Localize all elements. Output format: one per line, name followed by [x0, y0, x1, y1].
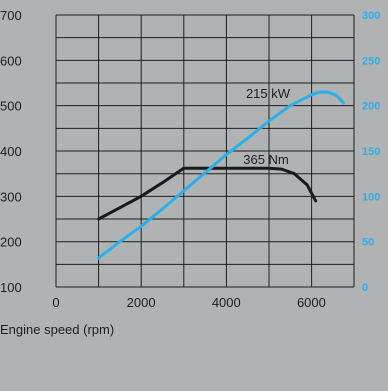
y-left-tick-label: 500 — [0, 99, 22, 114]
torque-line — [97, 166, 318, 221]
power-label: 215 kW — [246, 86, 291, 101]
torque-label: 365 Nm — [243, 152, 289, 167]
y-right-tick-label: 150 — [362, 146, 380, 158]
left-axis-ticks: 100 200 300 400 500 600 700 — [0, 8, 22, 295]
y-right-tick-label: 50 — [362, 237, 374, 249]
y-left-tick-label: 300 — [0, 189, 22, 204]
y-left-tick-label: 400 — [0, 144, 22, 159]
y-left-tick-label: 200 — [0, 235, 22, 250]
series-labels: 365 Nm 215 kW — [243, 86, 291, 167]
right-axis-ticks: 0 50 100 150 200 250 300 — [362, 10, 380, 294]
y-left-tick-label: 100 — [0, 280, 22, 295]
x-tick-label: 0 — [52, 295, 59, 310]
x-tick-label: 4000 — [212, 295, 241, 310]
x-axis-ticks: 0 2000 4000 6000 — [52, 295, 326, 310]
y-right-tick-label: 0 — [362, 282, 368, 294]
x-tick-label: 2000 — [127, 295, 156, 310]
grid — [55, 14, 355, 288]
x-axis-label: Engine speed (rpm) — [0, 322, 114, 337]
y-left-tick-label: 600 — [0, 53, 22, 68]
y-left-tick-label: 700 — [0, 8, 22, 23]
y-right-tick-label: 200 — [362, 101, 380, 113]
y-right-tick-label: 300 — [362, 10, 380, 22]
x-tick-label: 6000 — [297, 295, 326, 310]
series-lines — [97, 90, 345, 260]
power-line — [97, 90, 345, 260]
y-right-tick-label: 250 — [362, 55, 380, 67]
y-right-tick-label: 100 — [362, 191, 380, 203]
